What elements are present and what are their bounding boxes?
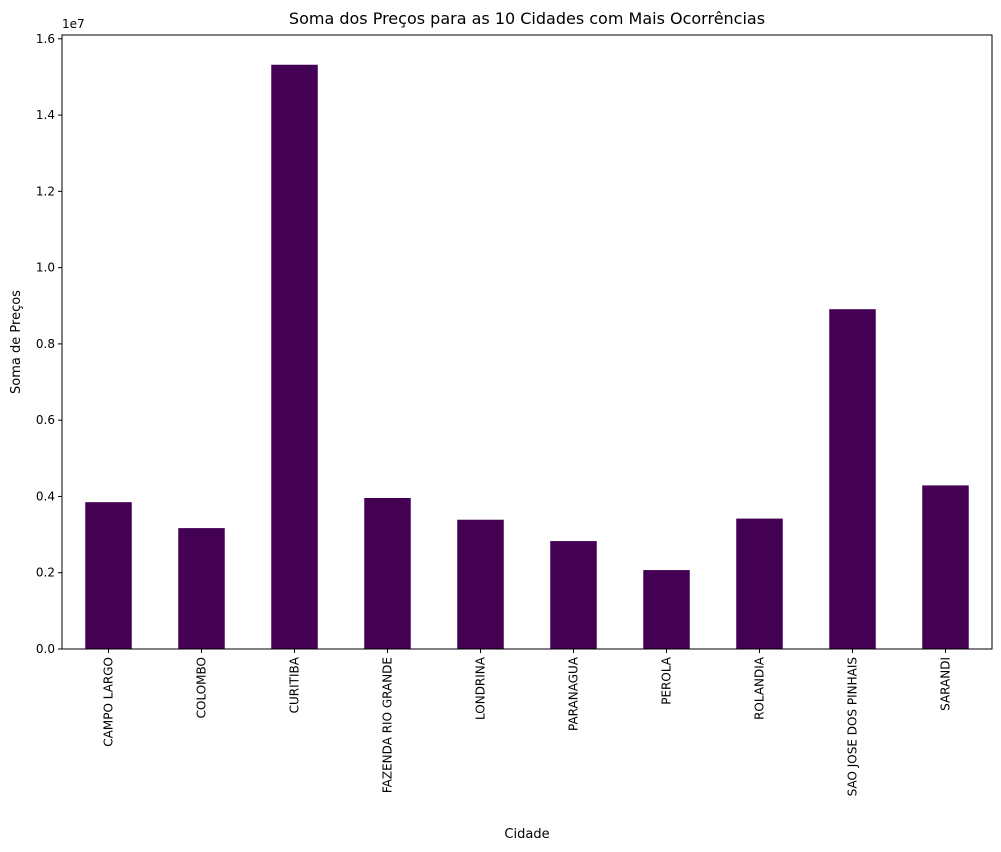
x-tick-label: CURITIBA	[288, 656, 302, 713]
y-axis-offset-label: 1e7	[62, 17, 85, 31]
y-tick-label: 1.2	[36, 184, 55, 198]
y-tick-label: 0.6	[36, 413, 55, 427]
x-tick-label: LONDRINA	[474, 656, 488, 720]
bar	[550, 541, 597, 649]
y-tick-label: 0.0	[36, 642, 55, 656]
y-axis-label: Soma de Preços	[9, 290, 24, 394]
bar	[736, 518, 783, 649]
bar	[364, 497, 411, 649]
bar	[643, 570, 690, 649]
y-tick-label: 0.2	[36, 566, 55, 580]
x-tick-label: CAMPO LARGO	[102, 657, 116, 747]
y-tick-label: 1.0	[36, 261, 55, 275]
y-axis-ticks: 0.0 0.2 0.4 0.6 0.8 1.0 1.2 1.4 1.6	[36, 32, 62, 656]
x-tick-label: PARANAGUA	[567, 656, 581, 731]
bar-series	[85, 64, 969, 649]
y-tick-label: 1.4	[36, 108, 55, 122]
x-axis-label: Cidade	[504, 827, 549, 842]
x-tick-label: FAZENDA RIO GRANDE	[381, 657, 395, 793]
y-tick-label: 0.8	[36, 337, 55, 351]
bar	[922, 485, 969, 649]
bar	[457, 519, 504, 649]
x-axis-ticks: CAMPO LARGO COLOMBO CURITIBA FAZENDA RIO GR…	[102, 649, 953, 796]
bar	[271, 64, 318, 649]
y-tick-label: 1.6	[36, 32, 55, 46]
x-tick-label: PEROLA	[660, 656, 674, 705]
bar	[85, 502, 132, 649]
x-tick-label: SARANDI	[939, 657, 953, 711]
bar	[829, 309, 876, 649]
x-tick-label: COLOMBO	[195, 657, 209, 718]
x-tick-label: ROLANDIA	[753, 656, 767, 720]
plot-frame	[61, 34, 993, 650]
x-tick-label: SAO JOSE DOS PINHAIS	[846, 657, 860, 796]
y-tick-label: 0.4	[36, 489, 55, 503]
bar	[178, 528, 225, 649]
chart-title: Soma dos Preços para as 10 Cidades com M…	[289, 9, 765, 28]
